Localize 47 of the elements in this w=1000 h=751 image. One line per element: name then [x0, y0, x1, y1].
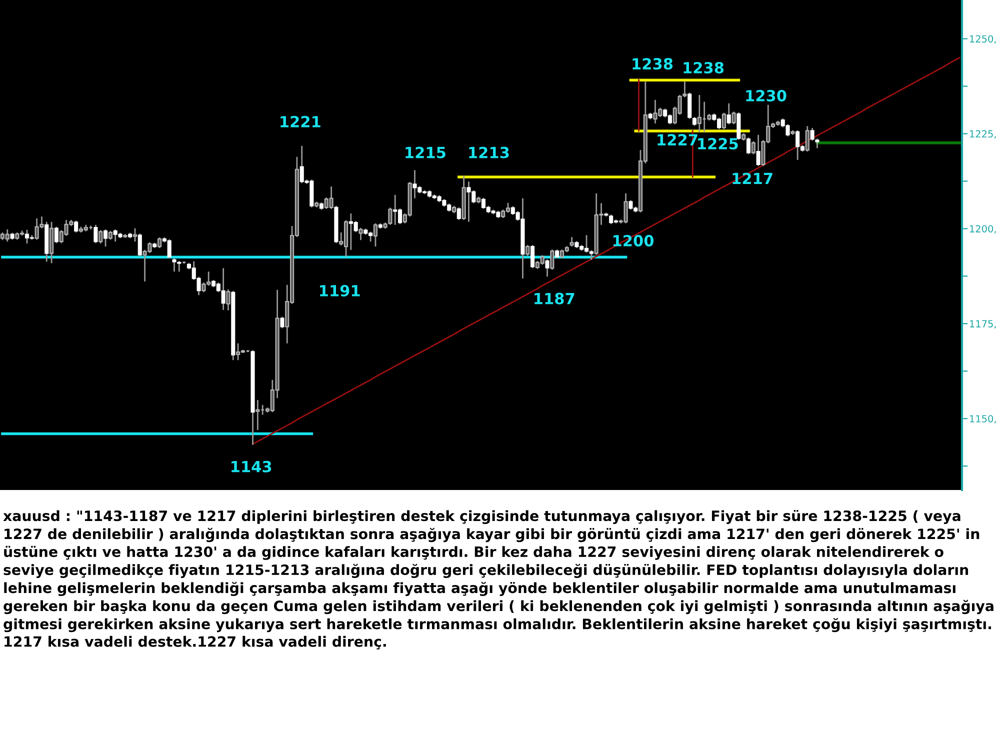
candlestick [751, 140, 756, 155]
candlestick [526, 244, 530, 256]
text: xauusd : "1143-1187 ve 1217 diplerini birleştiren destek çizgisinde tutunmaya çalışıyor. Fiyat bir süre 1238-1225 ( veya 1227 de denilebilir ) aralığında dolaştıktan sonra aşağıya kayar gibi bir görüntü çizdi ama 1217' den geri dönerek 1225' in üstüne çıktı ve hatta 1230' a da gidince kafaları karıştırdı. Bir kez daha 1227 seviyesini direnç olarak nitelendirerek o seviye geçilmedikçe fiyatın 1215-1213 aralığına doğru geri çekilebileceği düşünülebilir. FED toplantısı dolayısıyla doların lehine gelişmelerin beklendiği çarşamba akşamı fiyatta aşağı yönde beklentiler oluşabilir normalde ama unutulmaması gereken bir başka konu da geçen Cuma gelen istihdam verileri ( ki beklenenden çok iyi gelmişti ) sonrasında altının aşağıya gitmesi gerekirken aksine yukarıya sert hareketle tırmanması olmalıdır. Beklentilerin aksine hareket çoğu kişiyi şaşırtmıştı. 1217 kısa vadeli destek.1227 kısa vadeli direnç. [3, 510, 994, 650]
candlestick [589, 250, 594, 261]
candlestick [256, 399, 260, 431]
y-tick-label: 1250, [970, 35, 996, 44]
annotation: 1191 [320, 284, 360, 296]
candlestick [726, 102, 731, 125]
candlestick [358, 227, 363, 241]
candlestick [373, 222, 378, 248]
annotation: 1187 [534, 292, 574, 304]
candlestick [74, 220, 78, 234]
candlestick [104, 228, 108, 248]
candlestick [815, 138, 820, 149]
y-tick-label: 1150, [970, 415, 996, 424]
annotation: 1213 [469, 146, 509, 158]
candlestick [545, 258, 550, 278]
y-tick-label: 1200, [970, 225, 996, 234]
candlestick [732, 110, 736, 125]
annotation: 1230 [746, 90, 786, 102]
candlestick [550, 248, 554, 270]
candlestick [98, 229, 103, 244]
candlestick [756, 134, 760, 167]
candlestick [54, 226, 58, 244]
annotation: 1225 [698, 138, 738, 150]
candlestick [746, 136, 751, 155]
candlestick [810, 127, 814, 142]
candlestick [138, 232, 142, 258]
candlestick [94, 224, 98, 244]
candlestick [722, 112, 726, 130]
y-tick-label: 1225, [970, 130, 996, 139]
annotation: 1215 [406, 146, 446, 158]
annotation: 1143 [232, 460, 272, 472]
candlestick [530, 244, 535, 269]
candlestick [805, 125, 810, 152]
candlestick [456, 206, 461, 221]
annotation: 1238 [632, 58, 673, 70]
candlestick [570, 236, 574, 248]
line-series [252, 57, 960, 445]
candlestick [157, 236, 162, 249]
y-tick-label: 1175, [970, 320, 996, 328]
candlestick [280, 316, 284, 329]
candlestick [688, 92, 692, 120]
annotation: 1221 [280, 116, 320, 128]
annotation: 1238 [684, 62, 724, 74]
candlestick [132, 228, 137, 242]
candlestick [226, 288, 230, 312]
